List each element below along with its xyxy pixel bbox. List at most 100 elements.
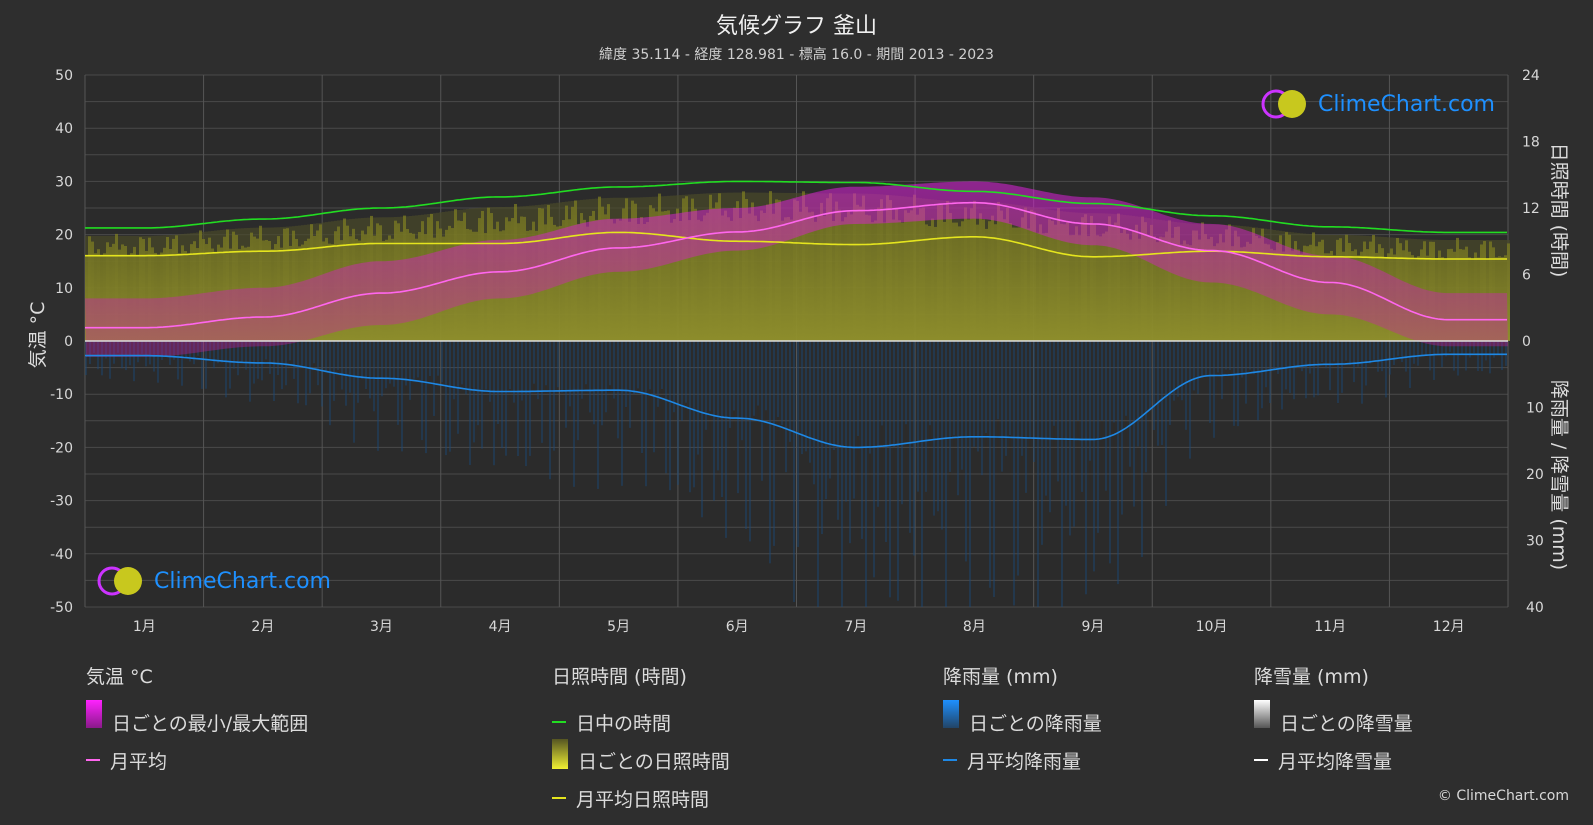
sunshine-bar <box>1015 227 1018 341</box>
rain-bar <box>885 341 887 543</box>
legend-item: 日ごとの降雪量 <box>1280 712 1413 735</box>
sunshine-bar <box>202 239 205 341</box>
right-top-tick-label: 24 <box>1522 68 1540 84</box>
rain-bar <box>1477 341 1479 371</box>
rain-bar <box>869 341 871 454</box>
rain-bar <box>405 341 407 386</box>
rain-bar <box>833 341 835 451</box>
sunshine-bar <box>592 210 595 341</box>
rain-bar <box>685 341 687 403</box>
rain-bar <box>561 341 563 393</box>
rain-bar <box>373 341 375 412</box>
sunshine-bar <box>661 211 664 341</box>
left-tick-label: -40 <box>50 547 73 563</box>
logo-top[interactable]: ClimeChart.com <box>1260 88 1495 120</box>
sunshine-bar <box>139 237 142 341</box>
rain-bar <box>917 341 919 492</box>
rain-bar <box>929 341 931 426</box>
right-axis-top-label: 日照時間 (時間) <box>1548 143 1570 278</box>
sunshine-bar <box>997 201 1000 341</box>
sunshine-bar <box>1210 236 1213 341</box>
sunshine-bar <box>1087 236 1090 341</box>
sunshine-bar <box>1102 233 1105 341</box>
rain-bar <box>1073 341 1075 527</box>
sunshine-bar <box>694 208 697 341</box>
sunshine-bar <box>802 191 805 341</box>
sunshine-bar <box>868 215 871 341</box>
rain-bar <box>1017 341 1019 576</box>
sunshine-bar <box>199 230 202 341</box>
rain-bar <box>325 341 327 373</box>
rain-bar <box>937 341 939 512</box>
sunshine-bar <box>805 206 808 341</box>
sunshine-bar <box>1024 207 1027 341</box>
sunshine-bar <box>793 199 796 341</box>
rain-bar <box>557 341 559 388</box>
sunshine-bar <box>862 195 865 341</box>
rain-bar <box>1405 341 1407 372</box>
sunshine-bar <box>835 201 838 341</box>
sunshine-bar <box>988 221 991 341</box>
sunshine-bar <box>1198 239 1201 341</box>
sunshine-bar <box>145 250 148 341</box>
sunshine-bar <box>1174 226 1177 341</box>
series-lines <box>85 180 1508 449</box>
right-bottom-tick-label: 10 <box>1526 401 1544 417</box>
rain-bar <box>765 341 767 411</box>
rain-bar <box>293 341 295 379</box>
sunshine-bar <box>619 220 622 341</box>
sunshine-bar <box>697 219 700 341</box>
rain-bar <box>157 341 159 383</box>
sunshine-bar <box>1030 209 1033 341</box>
sunshine-bar <box>1186 244 1189 341</box>
sunshine-bar <box>679 221 682 341</box>
sunshine-bar <box>676 208 679 341</box>
rain-bar <box>233 341 235 369</box>
sunshine-bar <box>946 200 949 341</box>
sunshine-bar <box>1225 229 1228 341</box>
sunshine-bar <box>967 219 970 341</box>
sunshine-bar <box>913 194 916 341</box>
sunshine-bar <box>1066 222 1069 341</box>
logo-icon <box>97 566 142 596</box>
logo-bottom[interactable]: ClimeChart.com <box>96 565 331 597</box>
rain-bar <box>961 341 963 470</box>
rain-bar <box>1145 341 1147 473</box>
sunshine-bar <box>1027 228 1030 341</box>
sunshine-bar <box>775 199 778 341</box>
rain-bar <box>1253 341 1255 375</box>
sunshine-bar <box>1018 227 1021 341</box>
sunshine-bar <box>1126 233 1129 341</box>
rain-bar <box>773 341 775 546</box>
right-bottom-tick-label: 20 <box>1526 467 1544 483</box>
rain-bar <box>957 341 959 496</box>
rain-bar <box>285 341 287 386</box>
sunshine-bar <box>976 224 979 341</box>
rain-bar <box>1173 341 1175 401</box>
rain-bar <box>1193 341 1195 391</box>
rain-bar <box>1229 341 1231 371</box>
rain-bar <box>289 341 291 361</box>
rain-bar <box>1485 341 1487 361</box>
rain-bar <box>505 341 507 456</box>
rain-bar <box>1013 341 1015 606</box>
sunshine-bar <box>172 238 175 341</box>
sunshine-bar <box>952 222 955 341</box>
rain-bar <box>981 341 983 476</box>
logo-icon <box>1261 89 1306 119</box>
sunshine-bar <box>940 204 943 341</box>
rain-bar <box>1113 341 1115 423</box>
rain-bar <box>1413 341 1415 364</box>
rain-bar <box>1425 341 1427 356</box>
sunshine-bar <box>787 216 790 341</box>
rain-bar <box>429 341 431 377</box>
sunshine-bar <box>925 224 928 341</box>
sunshine-bar <box>757 221 760 341</box>
rain-bar <box>1373 341 1375 360</box>
sunshine-bar <box>610 219 613 341</box>
rain-bar <box>1205 341 1207 377</box>
rain-bar <box>1077 341 1079 421</box>
rain-bar <box>1181 341 1183 401</box>
rain-bar <box>1129 341 1131 467</box>
sunshine-bar <box>739 218 742 341</box>
